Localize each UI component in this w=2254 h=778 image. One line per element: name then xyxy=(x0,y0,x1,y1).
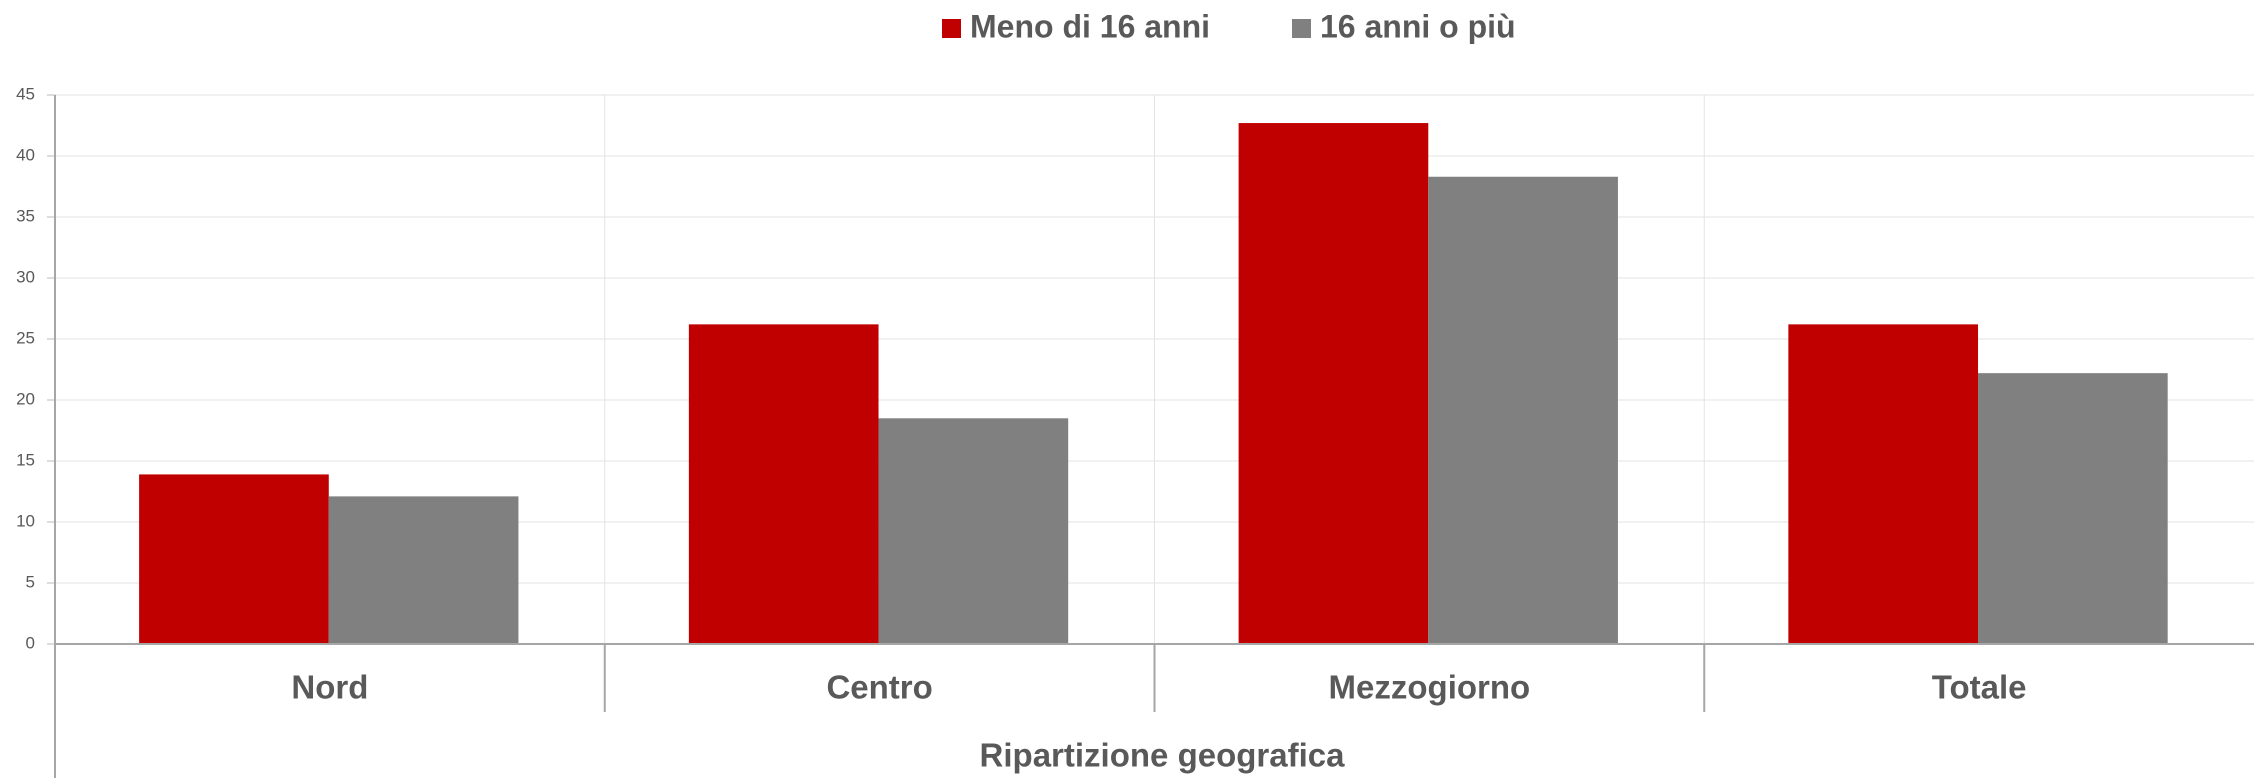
legend-swatch xyxy=(1292,19,1311,38)
y-tick-label: 5 xyxy=(26,572,35,591)
x-tick-label: Centro xyxy=(826,669,932,706)
y-tick-label: 20 xyxy=(16,389,35,408)
bar xyxy=(1978,373,2168,644)
bar xyxy=(1238,123,1429,644)
y-tick-label: 10 xyxy=(16,511,35,530)
y-tick-label: 40 xyxy=(16,145,35,164)
legend-label: Meno di 16 anni xyxy=(970,8,1210,44)
legend-swatch xyxy=(942,19,961,38)
y-tick-label: 30 xyxy=(16,267,35,286)
bar xyxy=(688,324,879,644)
y-tick-label: 25 xyxy=(16,328,35,347)
x-tick-label: Nord xyxy=(291,669,368,706)
bar xyxy=(1788,324,1979,644)
bar xyxy=(139,474,329,644)
y-tick-label: 0 xyxy=(26,633,35,652)
x-tick-label: Mezzogiorno xyxy=(1329,669,1531,706)
bar xyxy=(1428,176,1618,645)
bar xyxy=(328,496,519,644)
y-tick-label: 45 xyxy=(16,84,35,103)
x-tick-label: Totale xyxy=(1932,669,2027,706)
bar xyxy=(878,418,1069,644)
legend-label: 16 anni o più xyxy=(1320,8,1516,44)
y-tick-label: 15 xyxy=(16,450,35,469)
x-axis-title: Ripartizione geografica xyxy=(980,737,1346,774)
y-tick-label: 35 xyxy=(16,206,35,225)
